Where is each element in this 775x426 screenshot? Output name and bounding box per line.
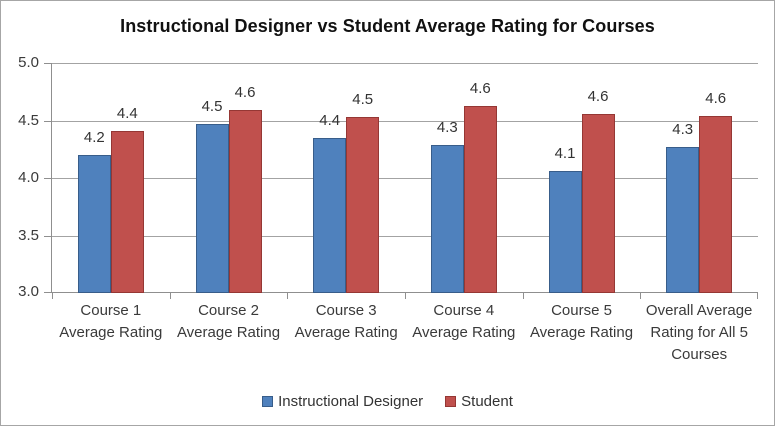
- data-label-student-course-2-average-rating: 4.6: [234, 84, 256, 101]
- y-axis-tick: [44, 236, 52, 237]
- x-axis-tick: [757, 293, 758, 299]
- y-axis-label: 3.0: [18, 283, 39, 300]
- data-label-instructional-designer-overall-average-rating-for-all-5-courses: 4.3: [672, 121, 694, 138]
- data-label-instructional-designer-course-1-average-rating: 4.2: [83, 129, 105, 146]
- x-axis-label-line: Courses: [671, 346, 728, 363]
- data-label-instructional-designer-course-2-average-rating: 4.5: [201, 98, 223, 115]
- legend-label-student: Student: [461, 392, 513, 410]
- data-label-student-course-1-average-rating: 4.4: [116, 105, 138, 122]
- x-axis-label-overall-average-rating-for-all-5-courses: Overall Average Rating for All 5 Courses: [638, 300, 760, 366]
- y-axis-label: 3.5: [18, 227, 39, 244]
- x-axis-tick: [523, 293, 524, 299]
- x-axis-label-line: Course 5: [551, 302, 612, 319]
- x-axis-label-line: Course 3: [315, 302, 377, 319]
- data-label-instructional-designer-course-5-average-rating: 4.1: [554, 145, 576, 162]
- data-label-instructional-designer-course-3-average-rating: 4.4: [319, 112, 341, 129]
- x-axis-label-line: Average Rating: [529, 324, 634, 341]
- y-axis-tick: [44, 292, 52, 293]
- bar-student-course-4-average-rating: [464, 106, 497, 293]
- x-axis-label-course-2-average-rating: Course 2 Average Rating: [168, 300, 290, 344]
- x-axis-label-line: Rating for All 5: [650, 324, 748, 341]
- y-axis-label: 4.5: [18, 112, 39, 129]
- bar-instructional-designer-course-1-average-rating: [78, 155, 111, 293]
- data-label-student-course-3-average-rating: 4.5: [352, 91, 374, 108]
- bar-student-course-5-average-rating: [582, 114, 615, 293]
- x-axis-label-line: Average Rating: [176, 324, 281, 341]
- x-axis-label-line: Course 2: [198, 302, 259, 319]
- bar-student-course-2-average-rating: [229, 110, 262, 293]
- gridline-5.0: [52, 63, 758, 64]
- x-axis-label-course-4-average-rating: Course 4 Average Rating: [403, 300, 525, 344]
- y-axis-label: 4.0: [18, 169, 39, 186]
- x-axis-label-course-5-average-rating: Course 5 Average Rating: [521, 300, 643, 344]
- y-axis-label: 5.0: [18, 54, 39, 71]
- legend: Instructional Designer Student: [1, 391, 774, 411]
- x-axis-label-line: Average Rating: [59, 324, 163, 341]
- bar-instructional-designer-course-5-average-rating: [549, 171, 582, 293]
- x-axis-line: [52, 292, 758, 293]
- legend-swatch-student: [445, 395, 457, 407]
- legend-item-instructional-designer: Instructional Designer: [262, 393, 423, 410]
- bar-student-overall-average-rating-for-all-5-courses: [699, 116, 732, 293]
- data-label-student-course-5-average-rating: 4.6: [587, 88, 609, 105]
- data-label-instructional-designer-course-4-average-rating: 4.3: [436, 119, 458, 136]
- chart-title: Instructional Designer vs Student Averag…: [120, 16, 655, 36]
- y-axis-tick: [44, 178, 52, 179]
- data-label-student-course-4-average-rating: 4.6: [469, 80, 491, 97]
- x-axis-tick: [405, 293, 406, 299]
- x-axis-label-course-1-average-rating: Course 1 Average Rating: [50, 300, 172, 344]
- x-axis-tick: [52, 293, 53, 299]
- data-label-student-overall-average-rating-for-all-5-courses: 4.6: [705, 90, 727, 107]
- bar-instructional-designer-course-3-average-rating: [313, 138, 346, 293]
- legend-item-student: Student: [445, 393, 513, 410]
- bar-student-course-1-average-rating: [111, 131, 144, 293]
- x-axis-label-line: Overall Average: [645, 302, 753, 319]
- gridline-4.5: [52, 121, 758, 122]
- x-axis-label-course-3-average-rating: Course 3 Average Rating: [285, 300, 407, 344]
- y-axis-tick: [44, 63, 52, 64]
- y-axis-tick: [44, 121, 52, 122]
- bar-instructional-designer-overall-average-rating-for-all-5-courses: [666, 147, 699, 293]
- gridline-4.0: [52, 178, 758, 179]
- legend-label-instructional-designer: Instructional Designer: [278, 392, 424, 410]
- x-axis-label-line: Average Rating: [294, 324, 398, 341]
- x-axis-label-line: Course 1: [80, 302, 142, 319]
- bar-instructional-designer-course-4-average-rating: [431, 145, 464, 293]
- plot-area: Course 1 Average Rating 4.2 4.4 Course 2 Aver…: [44, 63, 758, 363]
- x-axis-tick: [170, 293, 171, 299]
- bar-instructional-designer-course-2-average-rating: [196, 124, 229, 293]
- x-axis-tick: [640, 293, 641, 299]
- legend-swatch-instructional-designer: [262, 395, 274, 407]
- x-axis-label-line: Average Rating: [412, 324, 516, 341]
- bar-student-course-3-average-rating: [346, 117, 379, 293]
- x-axis-tick: [287, 293, 288, 299]
- x-axis-label-line: Course 4: [433, 302, 495, 319]
- gridline-3.5: [52, 236, 758, 237]
